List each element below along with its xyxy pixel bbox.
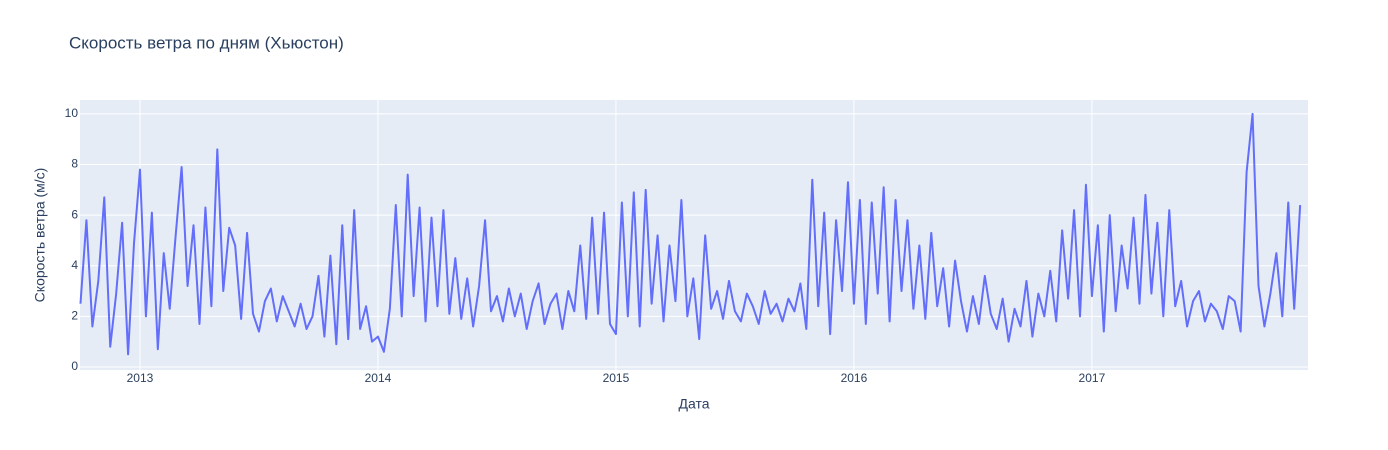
y-tick-label: 10 [65, 106, 79, 120]
line [79, 112, 1302, 356]
x-tick-label: 2016 [841, 371, 868, 385]
y-tick-label: 8 [71, 157, 78, 171]
y-tick-label: 6 [71, 207, 78, 221]
y-tick-label: 2 [71, 309, 78, 323]
x-tick-label: 2015 [603, 371, 630, 385]
x-axis-label: Дата [678, 396, 709, 412]
y-tick-label: 0 [71, 359, 78, 373]
x-tick-label: 2013 [127, 371, 154, 385]
chart-title: Скорость ветра по дням (Хьюстон) [69, 33, 344, 52]
y-tick-label: 4 [71, 258, 78, 272]
x-tick-label: 2017 [1079, 371, 1106, 385]
x-tick-label: 2014 [365, 371, 392, 385]
y-axis-label: Скорость ветра (м/с) [32, 168, 48, 303]
plot-area [80, 100, 1308, 370]
